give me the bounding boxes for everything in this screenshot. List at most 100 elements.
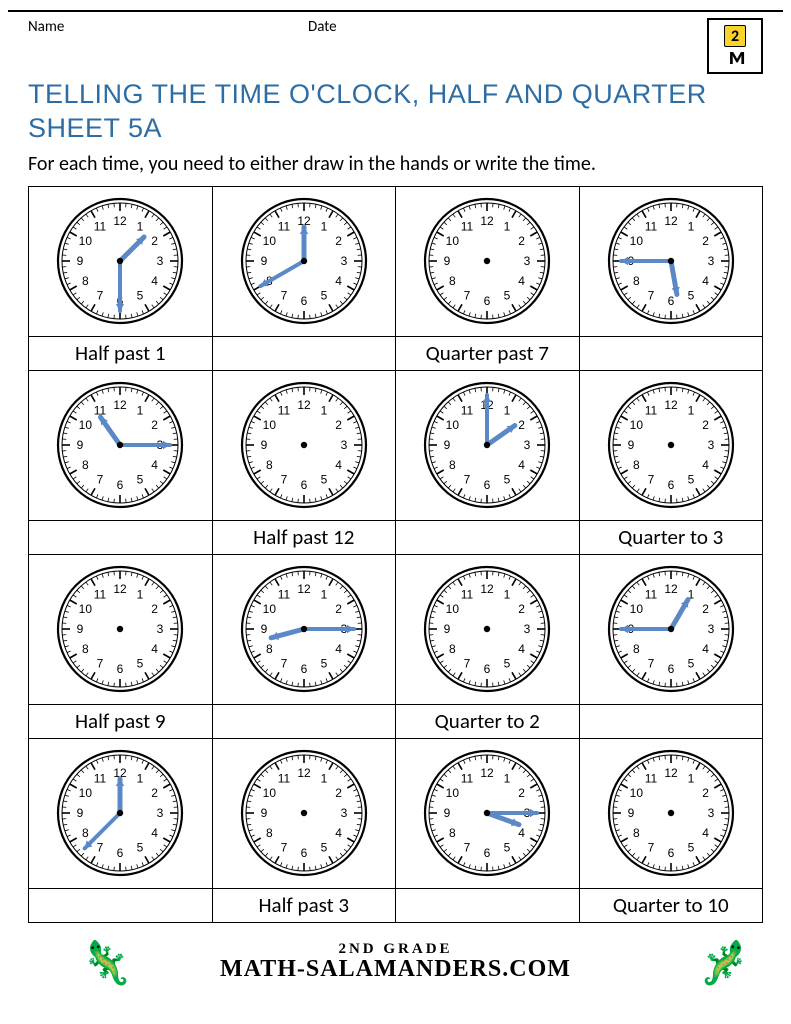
clock-numeral: 10 <box>629 418 643 432</box>
clock-numeral: 4 <box>152 458 159 472</box>
answer-cell[interactable] <box>396 520 580 554</box>
clock-numeral: 6 <box>667 662 674 676</box>
grade-logo: 2 ᴍ <box>707 18 763 74</box>
clock-numeral: 7 <box>647 473 654 487</box>
worksheet-title: TELLING THE TIME O'CLOCK, HALF AND QUART… <box>28 78 763 146</box>
clock-numeral: 8 <box>82 642 89 656</box>
clock-numeral: 7 <box>647 841 654 855</box>
clock-numeral: 8 <box>82 826 89 840</box>
clock-numeral: 2 <box>519 418 526 432</box>
clock-face: 123456789101112 <box>601 375 741 515</box>
clock-numeral: 2 <box>702 418 709 432</box>
clock-numeral: 7 <box>97 289 104 303</box>
answer-cell[interactable] <box>579 336 763 370</box>
clock-numeral: 7 <box>647 657 654 671</box>
clock-numeral: 11 <box>461 219 474 233</box>
clock-numeral: 10 <box>262 234 276 248</box>
clock-numeral: 8 <box>266 642 273 656</box>
answer-cell[interactable]: Half past 1 <box>29 336 213 370</box>
clock-numeral: 2 <box>152 786 159 800</box>
clock-numeral: 10 <box>262 786 276 800</box>
answer-cell[interactable]: Half past 12 <box>212 520 396 554</box>
clock-cell: 123456789101112 <box>29 186 213 336</box>
clock-numeral: 9 <box>260 254 267 268</box>
clock-numeral: 2 <box>335 786 342 800</box>
clock-numeral: 10 <box>629 602 643 616</box>
clock-numeral: 5 <box>137 657 144 671</box>
clock-face: 123456789101112 <box>601 743 741 883</box>
salamander-icon: 🦎 <box>699 938 751 989</box>
clock-numeral: 6 <box>484 478 491 492</box>
clock-numeral: 8 <box>82 458 89 472</box>
answer-cell[interactable]: Quarter past 7 <box>396 336 580 370</box>
clock-numeral: 10 <box>629 786 643 800</box>
clock-numeral: 5 <box>320 841 327 855</box>
clock-numeral: 8 <box>266 458 273 472</box>
clock-numeral: 1 <box>137 771 144 785</box>
clock-numeral: 4 <box>702 826 709 840</box>
clock-numeral: 10 <box>446 602 460 616</box>
answer-cell[interactable] <box>396 888 580 922</box>
clock-face: 123456789101112 <box>50 191 190 331</box>
clock-numeral: 12 <box>481 214 495 228</box>
clock-numeral: 7 <box>464 657 471 671</box>
clock-numeral: 6 <box>117 478 124 492</box>
clock-numeral: 1 <box>320 587 327 601</box>
clock-numeral: 6 <box>300 294 307 308</box>
clock-numeral: 12 <box>481 766 495 780</box>
clock-cell: 123456789101112 <box>579 738 763 888</box>
clock-cell: 123456789101112 <box>212 738 396 888</box>
answer-cell[interactable]: Half past 3 <box>212 888 396 922</box>
clock-face: 123456789101112 <box>417 375 557 515</box>
clock-numeral: 12 <box>664 398 678 412</box>
answer-cell[interactable]: Quarter to 2 <box>396 704 580 738</box>
clock-numeral: 6 <box>484 662 491 676</box>
clock-numeral: 10 <box>446 786 460 800</box>
clock-numeral: 3 <box>707 622 714 636</box>
clock-numeral: 2 <box>152 418 159 432</box>
clock-numeral: 11 <box>461 771 474 785</box>
clock-numeral: 7 <box>97 841 104 855</box>
clock-numeral: 8 <box>449 458 456 472</box>
clock-numeral: 3 <box>340 254 347 268</box>
answer-cell[interactable] <box>212 336 396 370</box>
clock-cell: 123456789101112 <box>29 738 213 888</box>
clock-numeral: 11 <box>94 771 107 785</box>
clock-numeral: 11 <box>278 219 291 233</box>
clock-numeral: 12 <box>481 582 495 596</box>
clock-numeral: 5 <box>504 473 511 487</box>
answer-cell[interactable] <box>29 888 213 922</box>
clock-numeral: 10 <box>79 418 93 432</box>
clock-numeral: 2 <box>335 234 342 248</box>
clock-numeral: 3 <box>707 806 714 820</box>
clock-numeral: 1 <box>504 403 511 417</box>
clock-numeral: 11 <box>461 403 474 417</box>
answer-cell[interactable]: Quarter to 3 <box>579 520 763 554</box>
answer-cell[interactable] <box>579 704 763 738</box>
clock-numeral: 10 <box>79 234 93 248</box>
clock-numeral: 3 <box>524 622 531 636</box>
clock-numeral: 7 <box>97 473 104 487</box>
clock-numeral: 5 <box>504 657 511 671</box>
answer-cell[interactable] <box>212 704 396 738</box>
clock-numeral: 1 <box>137 219 144 233</box>
clock-numeral: 7 <box>464 841 471 855</box>
clock-cell: 123456789101112 <box>396 738 580 888</box>
clock-cell: 123456789101112 <box>212 370 396 520</box>
clock-numeral: 1 <box>687 403 694 417</box>
clock-numeral: 8 <box>449 826 456 840</box>
clock-numeral: 4 <box>519 642 526 656</box>
clock-numeral: 9 <box>77 622 84 636</box>
header-row: Name Date 2 ᴍ <box>28 18 763 74</box>
clock-numeral: 2 <box>152 234 159 248</box>
answer-cell[interactable]: Quarter to 10 <box>579 888 763 922</box>
answer-cell[interactable]: Half past 9 <box>29 704 213 738</box>
clock-numeral: 6 <box>300 478 307 492</box>
answer-cell[interactable] <box>29 520 213 554</box>
clock-numeral: 4 <box>152 642 159 656</box>
clock-numeral: 7 <box>97 657 104 671</box>
clock-numeral: 10 <box>79 786 93 800</box>
clock-numeral: 5 <box>687 841 694 855</box>
clock-numeral: 12 <box>297 766 311 780</box>
clock-numeral: 6 <box>667 846 674 860</box>
